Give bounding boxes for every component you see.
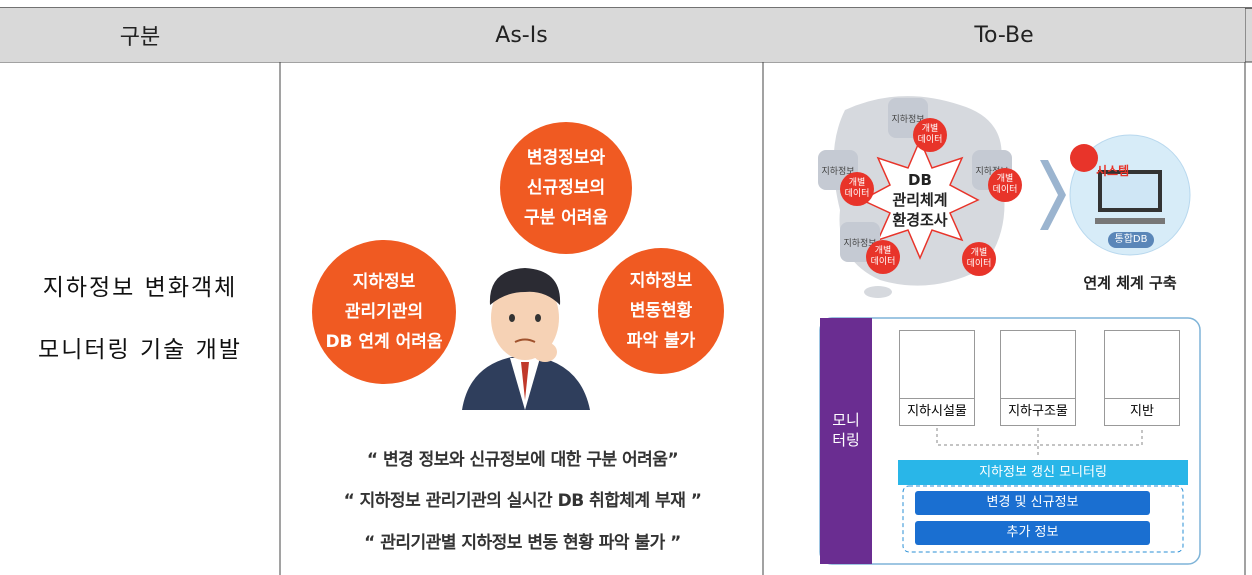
- output-box: [902, 485, 1184, 553]
- data-tag: 개별 데이터: [913, 118, 947, 152]
- source-label: 지하구조물: [1001, 398, 1075, 425]
- tag-line: 데이터: [917, 135, 943, 145]
- bubble-line: 관리기관의: [344, 302, 424, 322]
- tag-line: 개별: [874, 246, 892, 256]
- output-bar: 추가 정보: [915, 521, 1150, 545]
- hub-line: DB: [908, 171, 932, 189]
- tag-line: 개별: [996, 174, 1014, 184]
- hub-line: 환경조사: [892, 211, 948, 229]
- integrated-db: 통합DB: [1108, 232, 1154, 248]
- bubble-line: 변동현황: [629, 301, 693, 321]
- header-cell: As-Is: [280, 8, 763, 62]
- gear: [1070, 144, 1098, 172]
- category-line: 모니터링 기술 개발: [38, 336, 242, 363]
- concern-bubble: 지하정보 관리기관의 DB 연계 어려움: [312, 240, 456, 384]
- category-cell: 지하정보 변화객체 모니터링 기술 개발: [0, 62, 280, 575]
- system-label: 시스템: [1096, 164, 1130, 178]
- bubble-line: 변경정보와: [526, 148, 606, 168]
- hub-star: [860, 138, 980, 260]
- connector: [936, 428, 1143, 458]
- hub-label: DB 관리체계 환경조사: [880, 160, 960, 240]
- screen: [1102, 174, 1158, 208]
- arrow: [1040, 160, 1066, 230]
- monitor-label: 모니 터링: [820, 410, 872, 450]
- update-bar: 지하정보 갱신 모니터링: [898, 460, 1188, 485]
- tag-line: 개별: [921, 124, 939, 134]
- link-caption: 연계 체계 구축: [1083, 274, 1177, 292]
- tag-line: 개별: [848, 178, 866, 188]
- tag-line: 데이터: [992, 185, 1018, 195]
- bubble-line: 신규정보의: [526, 178, 606, 198]
- source-box: 지하시설물: [899, 330, 975, 426]
- header-cell: To-Be: [763, 8, 1245, 62]
- quote: “ 변경 정보와 신규정보에 대한 구분 어려움”: [366, 450, 679, 470]
- data-tag: 개별 데이터: [962, 242, 996, 276]
- bubble-line: 파악 불가: [626, 331, 696, 351]
- concern-bubble: 변경정보와 신규정보의 구분 어려움: [500, 122, 632, 254]
- source-label: 지하시설물: [900, 398, 974, 425]
- tag-line: 데이터: [966, 259, 992, 269]
- data-tag: 개별 데이터: [988, 168, 1022, 202]
- data-tag: 개별 데이터: [840, 172, 874, 206]
- monitor-sidebar: [820, 318, 872, 564]
- map-island: [864, 286, 892, 298]
- monitor-line: 모니: [832, 411, 860, 429]
- quote: “ 관리기관별 지하정보 변동 현황 파악 불가 ”: [364, 533, 681, 553]
- bubble-line: 지하정보: [352, 272, 416, 292]
- quote: “ 지하정보 관리기관의 실시간 DB 취합체계 부재 ”: [343, 491, 702, 511]
- output-bar: 변경 및 신규정보: [915, 491, 1150, 515]
- bubble-line: 지하정보: [629, 271, 693, 291]
- bubble-line: 구분 어려움: [523, 208, 609, 228]
- concern-bubble: 지하정보 변동현황 파악 불가: [598, 248, 724, 374]
- category-line: 지하정보 변화객체: [42, 274, 238, 301]
- header-cell: 구분: [0, 8, 280, 62]
- source-box: 지하구조물: [1000, 330, 1076, 426]
- source-label: 지반: [1105, 398, 1179, 425]
- tag-line: 개별: [970, 248, 988, 258]
- source-box: 지반: [1104, 330, 1180, 426]
- tag-line: 데이터: [870, 257, 896, 267]
- keyboard: [1095, 218, 1165, 224]
- monitor-line: 터링: [832, 431, 860, 449]
- bubble-line: DB 연계 어려움: [325, 332, 443, 352]
- hub-line: 관리체계: [892, 191, 948, 209]
- person-illustration: [462, 268, 590, 410]
- tag-line: 데이터: [844, 189, 870, 199]
- data-tag: 개별 데이터: [866, 240, 900, 274]
